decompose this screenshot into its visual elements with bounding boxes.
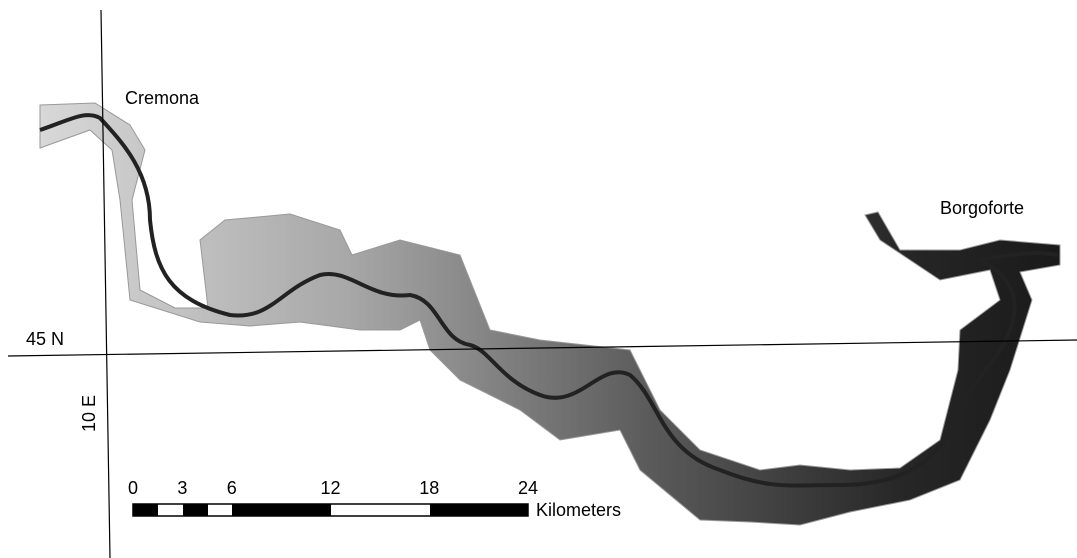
scale-segment: [232, 504, 331, 516]
scale-segment: [133, 504, 158, 516]
scale-tick-label: 3: [177, 478, 187, 498]
scale-tick-label: 24: [518, 478, 538, 498]
place-label: Borgoforte: [940, 198, 1024, 218]
longitude-line: [101, 10, 110, 558]
scale-tick-label: 18: [419, 478, 439, 498]
scale-segment: [430, 504, 528, 516]
scale-segment: [183, 504, 208, 516]
latitude-label: 45 N: [26, 329, 64, 349]
page: Cremona Borgoforte 45 N 10 E Kilometers …: [0, 0, 1077, 558]
longitude-label: 10 E: [79, 395, 99, 432]
scale-tick-label: 0: [128, 478, 138, 498]
scale-unit: Kilometers: [536, 500, 621, 520]
scale-bar: Kilometers: [133, 500, 621, 520]
map: Cremona Borgoforte 45 N 10 E Kilometers …: [0, 0, 1077, 558]
place-label: Cremona: [125, 88, 200, 108]
scale-tick-label: 12: [320, 478, 340, 498]
scale-tick-label: 6: [227, 478, 237, 498]
floodplain: [40, 103, 1060, 525]
